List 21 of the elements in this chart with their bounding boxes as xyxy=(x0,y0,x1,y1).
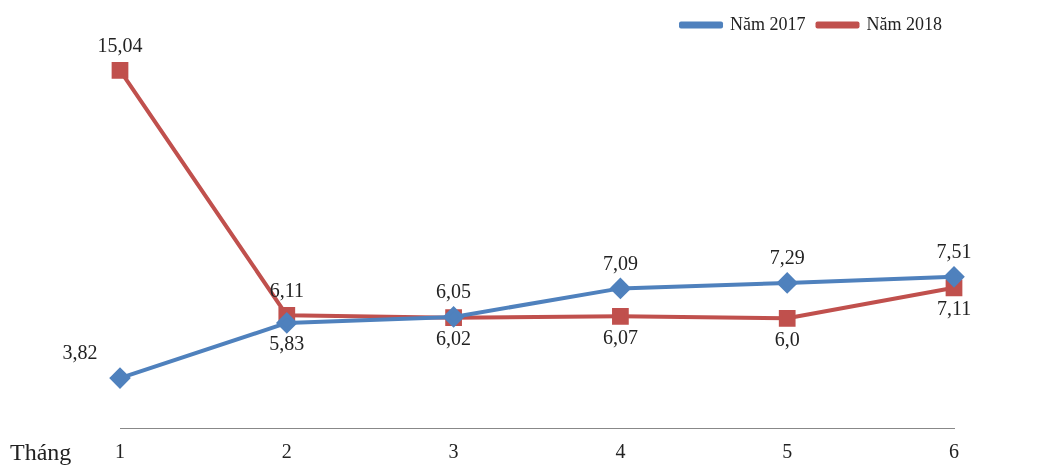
data-label: 5,83 xyxy=(269,332,305,355)
data-label: 6,0 xyxy=(774,327,800,350)
data-label: 6,07 xyxy=(602,325,638,348)
x-tick-label: 1 xyxy=(115,440,125,463)
legend-label: Năm 2017 xyxy=(730,13,806,34)
x-tick-label: 3 xyxy=(448,440,459,463)
x-axis-title: Tháng xyxy=(10,439,72,466)
data-label: 6,02 xyxy=(436,326,472,349)
legend-label: Năm 2018 xyxy=(866,13,943,34)
data-label: 7,51 xyxy=(936,240,972,263)
data-label: 6,05 xyxy=(436,280,472,303)
x-tick-label: 2 xyxy=(281,440,292,463)
data-label: 7,11 xyxy=(936,297,972,320)
data-label: 6,11 xyxy=(269,278,304,301)
data-label: 7,09 xyxy=(602,251,638,274)
data-label: 7,29 xyxy=(769,246,805,269)
data-label: 15,04 xyxy=(97,33,143,56)
x-tick-label: 6 xyxy=(949,440,959,463)
x-tick-label: 5 xyxy=(782,440,793,463)
x-tick-label: 4 xyxy=(615,440,626,463)
data-label: 3,82 xyxy=(62,341,98,364)
